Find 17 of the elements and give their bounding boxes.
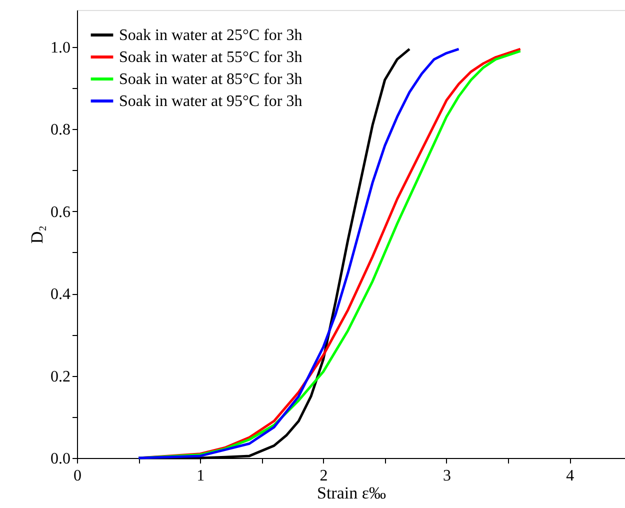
legend-label: Soak in water at 95°C for 3h [119,93,302,110]
y-axis-title: D₂ [28,225,46,244]
x-tick-label: 3 [442,468,451,484]
y-tick-label: 0.8 [50,122,70,139]
y-tick-label: 1.0 [50,39,70,56]
y-tick-label: 0.0 [50,450,70,468]
x-tick-label: 2 [320,468,328,484]
legend-label: Soak in water at 85°C for 3h [119,71,302,88]
x-axis-title: Strain ε‰ [317,484,386,502]
legend-label: Soak in water at 25°C for 3h [119,27,302,44]
x-tick-label: 0 [74,468,82,484]
x-tick-label: 4 [566,468,574,484]
y-tick-label: 0.4 [50,286,70,304]
y-tick-label: 0.6 [50,204,70,221]
x-tick-label: 1 [196,468,205,484]
y-tick-label: 0.2 [50,368,70,386]
legend-label: Soak in water at 55°C for 3h [119,49,302,66]
